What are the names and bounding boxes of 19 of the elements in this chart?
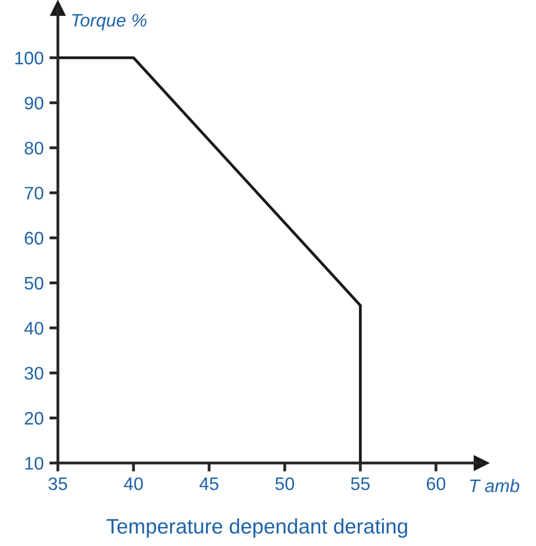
x-tick-label: 40	[124, 477, 143, 490]
x-axis-title: T amb	[470, 478, 520, 492]
y-tick-label: 60	[24, 232, 44, 245]
y-tick-label: 10	[25, 456, 44, 470]
x-tick-label: 55	[351, 478, 370, 490]
y-tick-label: 70	[24, 186, 44, 200]
x-tick-label: 60	[426, 477, 446, 490]
x-tick-label: 45	[199, 478, 218, 490]
y-tick-label: 50	[24, 276, 44, 290]
y-tick-label: 90	[24, 96, 44, 110]
y-tick-label: 40	[24, 322, 44, 335]
y-tick-label: 30	[24, 366, 44, 380]
x-tick-label: 50	[275, 477, 294, 490]
y-tick-label: 100	[15, 52, 44, 64]
text: Temperature dependant derating	[106, 518, 408, 538]
y-tick-label: 80	[24, 142, 44, 155]
x-tick-label: 35	[48, 477, 68, 490]
y-axis-title: Torque %	[72, 14, 146, 30]
y-tick-label: 20	[24, 412, 44, 425]
